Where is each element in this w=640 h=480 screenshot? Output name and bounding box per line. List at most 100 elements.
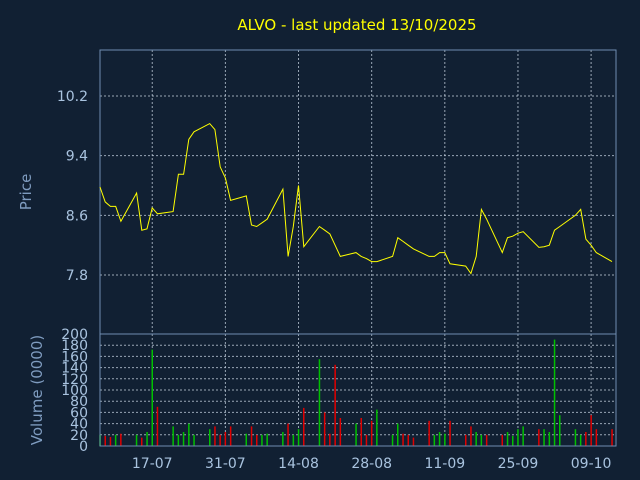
x-tick-label: 11-09: [424, 456, 465, 472]
volume-bar: [548, 432, 551, 446]
volume-bar: [517, 429, 519, 446]
volume-bar: [355, 423, 357, 446]
volume-bar: [522, 426, 524, 446]
volume-bar: [590, 415, 592, 446]
price-tick-label: 10.2: [57, 89, 88, 105]
volume-bar: [292, 434, 295, 446]
volume-bar: [261, 434, 263, 446]
volume-bar: [339, 418, 342, 446]
chart-title: ALVO - last updated 13/10/2025: [237, 16, 476, 34]
volume-bar: [559, 415, 561, 446]
volume-bar: [433, 434, 436, 446]
volume-bar: [585, 432, 587, 446]
volume-bar: [104, 435, 106, 446]
volume-bar: [449, 420, 451, 446]
x-tick-label: 14-08: [278, 456, 319, 472]
price-plot-frame: [99, 49, 617, 335]
volume-bar: [334, 364, 336, 446]
volume-bar: [501, 434, 503, 446]
volume-bar: [438, 432, 441, 446]
volume-bar: [365, 434, 368, 446]
volume-tick-label: 80: [70, 394, 88, 410]
volume-bar: [303, 407, 305, 446]
volume-bar: [407, 434, 409, 446]
volume-bar: [214, 426, 216, 446]
volume-tick-label: 20: [70, 428, 88, 444]
volume-bar: [135, 434, 138, 446]
volume-axis-label: Volume (0000): [28, 335, 46, 445]
volume-bar: [114, 434, 117, 446]
volume-bar: [428, 420, 430, 446]
price-grid: [100, 50, 616, 334]
price-line: [99, 122, 613, 275]
x-axis-ticks: 17-07 31-07 14-08 28-08 11-09 25-09 09-10: [132, 456, 612, 472]
volume-bar: [360, 418, 362, 446]
volume-bar: [512, 435, 514, 446]
volume-bar: [574, 429, 577, 446]
volume-tick-label: 100: [61, 383, 88, 399]
volume-tick-label: 200: [61, 327, 88, 343]
volume-bar: [329, 433, 331, 446]
volume-bar: [480, 434, 483, 446]
volume-bar: [146, 432, 148, 446]
volume-bar: [444, 433, 446, 446]
volume-bar: [182, 432, 185, 446]
x-tick-label: 28-08: [351, 456, 392, 472]
volume-bar: [151, 349, 153, 446]
price-tick-label: 9.4: [66, 149, 88, 165]
volume-bar: [287, 423, 289, 446]
x-tick-label: 31-07: [205, 456, 246, 472]
price-tick-label: 8.6: [66, 208, 88, 224]
volume-tick-label: 180: [61, 338, 88, 354]
volume-bar: [219, 434, 221, 446]
volume-bar: [177, 434, 180, 446]
x-tick-label: 25-09: [498, 456, 539, 472]
volume-bar: [156, 406, 159, 446]
volume-bar: [553, 339, 556, 446]
volume-bar: [543, 429, 545, 446]
volume-bar: [611, 429, 613, 446]
volume-bar: [245, 433, 247, 446]
price-panel: 7.8 8.6 9.4 10.2 Price: [17, 49, 617, 335]
volume-tick-label: 120: [61, 372, 88, 388]
volume-bar: [297, 429, 300, 446]
volume-grid: [100, 334, 616, 446]
volume-bar: [370, 420, 373, 446]
volume-tick-label: 160: [61, 349, 88, 365]
volume-bar: [224, 432, 227, 446]
volume-plot-frame: [99, 333, 617, 447]
volume-bar: [229, 426, 232, 446]
volume-bar: [579, 434, 582, 446]
volume-bar: [485, 434, 488, 446]
volume-bar: [475, 432, 477, 446]
volume-bar: [595, 429, 598, 446]
volume-bar: [193, 434, 195, 446]
x-tick-label: 09-10: [571, 456, 612, 472]
volume-bar: [402, 433, 404, 446]
volume-bar: [188, 423, 190, 446]
volume-bar: [391, 434, 394, 446]
volume-bars: [99, 339, 613, 446]
volume-bar: [465, 434, 467, 446]
price-y-ticks: 7.8 8.6 9.4 10.2: [57, 89, 88, 284]
volume-tick-label: 140: [61, 361, 88, 377]
volume-bar: [120, 433, 122, 446]
volume-bar: [318, 359, 321, 446]
volume-bar: [172, 426, 174, 446]
price-axis-label: Price: [17, 174, 35, 211]
volume-bar: [506, 432, 509, 446]
volume-bar: [141, 437, 143, 446]
volume-bar: [250, 426, 253, 446]
volume-bar: [282, 432, 284, 446]
volume-bar: [412, 437, 415, 446]
volume-bar: [376, 409, 378, 446]
volume-tick-label: 40: [70, 417, 88, 433]
volume-bar: [538, 429, 540, 446]
volume-bar: [256, 434, 258, 446]
volume-bar: [209, 429, 211, 446]
price-tick-label: 7.8: [66, 268, 88, 284]
x-tick-label: 17-07: [132, 456, 173, 472]
